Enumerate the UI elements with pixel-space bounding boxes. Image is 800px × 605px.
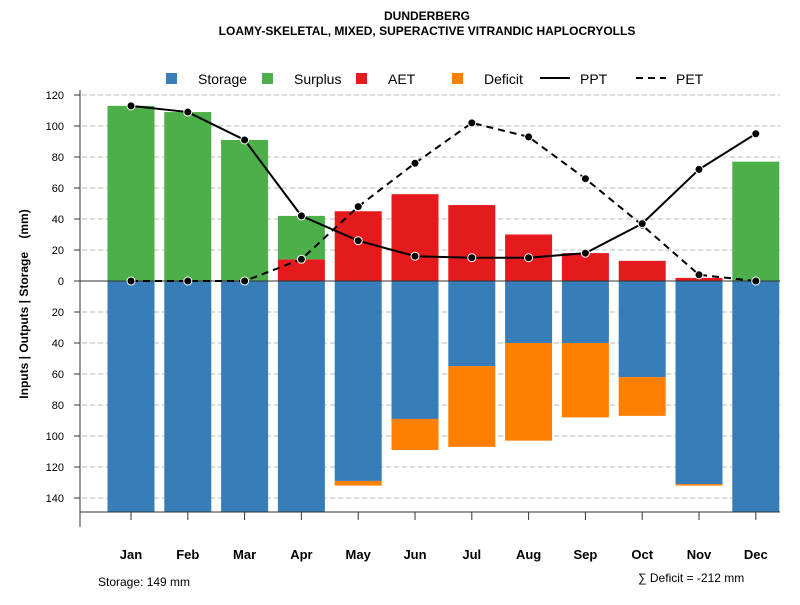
storage-bar: [107, 281, 155, 512]
y-tick-label: 80: [52, 152, 64, 164]
deficit-bar: [391, 418, 439, 450]
deficit-bar: [675, 484, 723, 486]
ppt-point: [580, 248, 590, 258]
storage-bar: [732, 281, 780, 512]
chart-title: DUNDERBERG: [384, 9, 470, 23]
x-tick-label: Mar: [233, 547, 256, 562]
x-tick-label: Jun: [403, 547, 426, 562]
surplus-bar: [164, 112, 212, 281]
pet-point: [467, 118, 477, 128]
ppt-point: [467, 253, 477, 263]
storage-bar: [334, 281, 382, 481]
pet-point: [524, 132, 534, 142]
storage-bar: [618, 281, 666, 378]
ppt-point: [637, 219, 647, 229]
pet-point: [183, 276, 193, 286]
y-tick-label: 120: [46, 90, 64, 102]
x-tick-label: Jul: [462, 547, 481, 562]
y-tick-label: 20: [52, 307, 64, 319]
deficit-annotation: ∑ Deficit = -212 mm: [638, 571, 744, 585]
pet-point: [580, 174, 590, 184]
legend-swatch-storage: [166, 73, 177, 84]
x-tick-label: Apr: [290, 547, 312, 562]
surplus-bar: [732, 161, 780, 281]
pet-point: [353, 202, 363, 212]
y-tick-label: 100: [46, 431, 64, 443]
legend-swatch-surplus: [262, 73, 273, 84]
chart-subtitle: LOAMY-SKELETAL, MIXED, SUPERACTIVE VITRA…: [219, 24, 636, 38]
legend-swatch-aet: [356, 73, 367, 84]
legend-label-deficit: Deficit: [484, 71, 523, 87]
aet-bar: [561, 253, 609, 281]
pet-point: [410, 158, 420, 168]
y-tick-label: 40: [52, 338, 64, 350]
y-tick-label: 40: [52, 214, 64, 226]
legend-swatch-deficit: [452, 73, 463, 84]
ppt-point: [296, 211, 306, 221]
aet-bar: [334, 211, 382, 281]
pet-point: [296, 254, 306, 264]
x-tick-label: Jan: [120, 547, 142, 562]
storage-annotation: Storage: 149 mm: [98, 575, 190, 589]
storage-bar: [675, 281, 723, 485]
surplus-bar: [221, 139, 269, 281]
aet-bar: [618, 260, 666, 281]
storage-bar: [164, 281, 212, 512]
y-tick-label: 20: [52, 245, 64, 257]
pet-point: [126, 276, 136, 286]
y-tick-label: 60: [52, 369, 64, 381]
x-tick-label: Dec: [744, 547, 768, 562]
storage-bar: [448, 281, 496, 367]
storage-bar: [505, 281, 553, 343]
legend-label-surplus: Surplus: [294, 71, 341, 87]
storage-bar: [391, 281, 439, 419]
x-tick-label: Sep: [573, 547, 597, 562]
pet-point: [240, 276, 250, 286]
surplus-bar: [107, 105, 155, 281]
aet-bar: [391, 194, 439, 281]
y-tick-label: 0: [58, 276, 64, 288]
deficit-bar: [448, 366, 496, 447]
ppt-point: [240, 135, 250, 145]
deficit-bar: [618, 377, 666, 416]
x-tick-label: Oct: [631, 547, 653, 562]
storage-bar: [221, 281, 269, 512]
ppt-line: [130, 104, 757, 259]
x-tick-label: Nov: [687, 547, 712, 562]
legend-label-aet: AET: [388, 71, 416, 87]
pet-point: [751, 276, 761, 286]
aet-bar: [448, 205, 496, 281]
x-tick-label: May: [346, 547, 372, 562]
ppt-point: [694, 164, 704, 174]
deficit-bar: [334, 480, 382, 486]
ppt-point: [751, 129, 761, 139]
legend-label-pet: PET: [676, 71, 704, 87]
storage-bar: [561, 281, 609, 343]
x-tick-label: Aug: [516, 547, 541, 562]
deficit-bar: [561, 343, 609, 418]
x-tick-label: Feb: [176, 547, 199, 562]
ppt-point: [524, 253, 534, 263]
y-tick-label: 80: [52, 400, 64, 412]
ppt-point: [410, 251, 420, 261]
y-tick-label: 120: [46, 462, 64, 474]
ppt-point: [126, 101, 136, 111]
pet-point: [694, 270, 704, 280]
y-tick-label: 60: [52, 183, 64, 195]
aet-bar: [675, 277, 723, 281]
ppt-point: [353, 236, 363, 246]
deficit-bar: [505, 343, 553, 441]
storage-bar: [277, 281, 325, 512]
legend-label-ppt: PPT: [580, 71, 608, 87]
ppt-point: [183, 107, 193, 117]
y-tick-label: 100: [46, 121, 64, 133]
y-tick-label: 140: [46, 493, 64, 505]
legend-label-storage: Storage: [198, 71, 247, 87]
y-axis-label: Inputs | Outputs | Storage (mm): [17, 209, 31, 398]
